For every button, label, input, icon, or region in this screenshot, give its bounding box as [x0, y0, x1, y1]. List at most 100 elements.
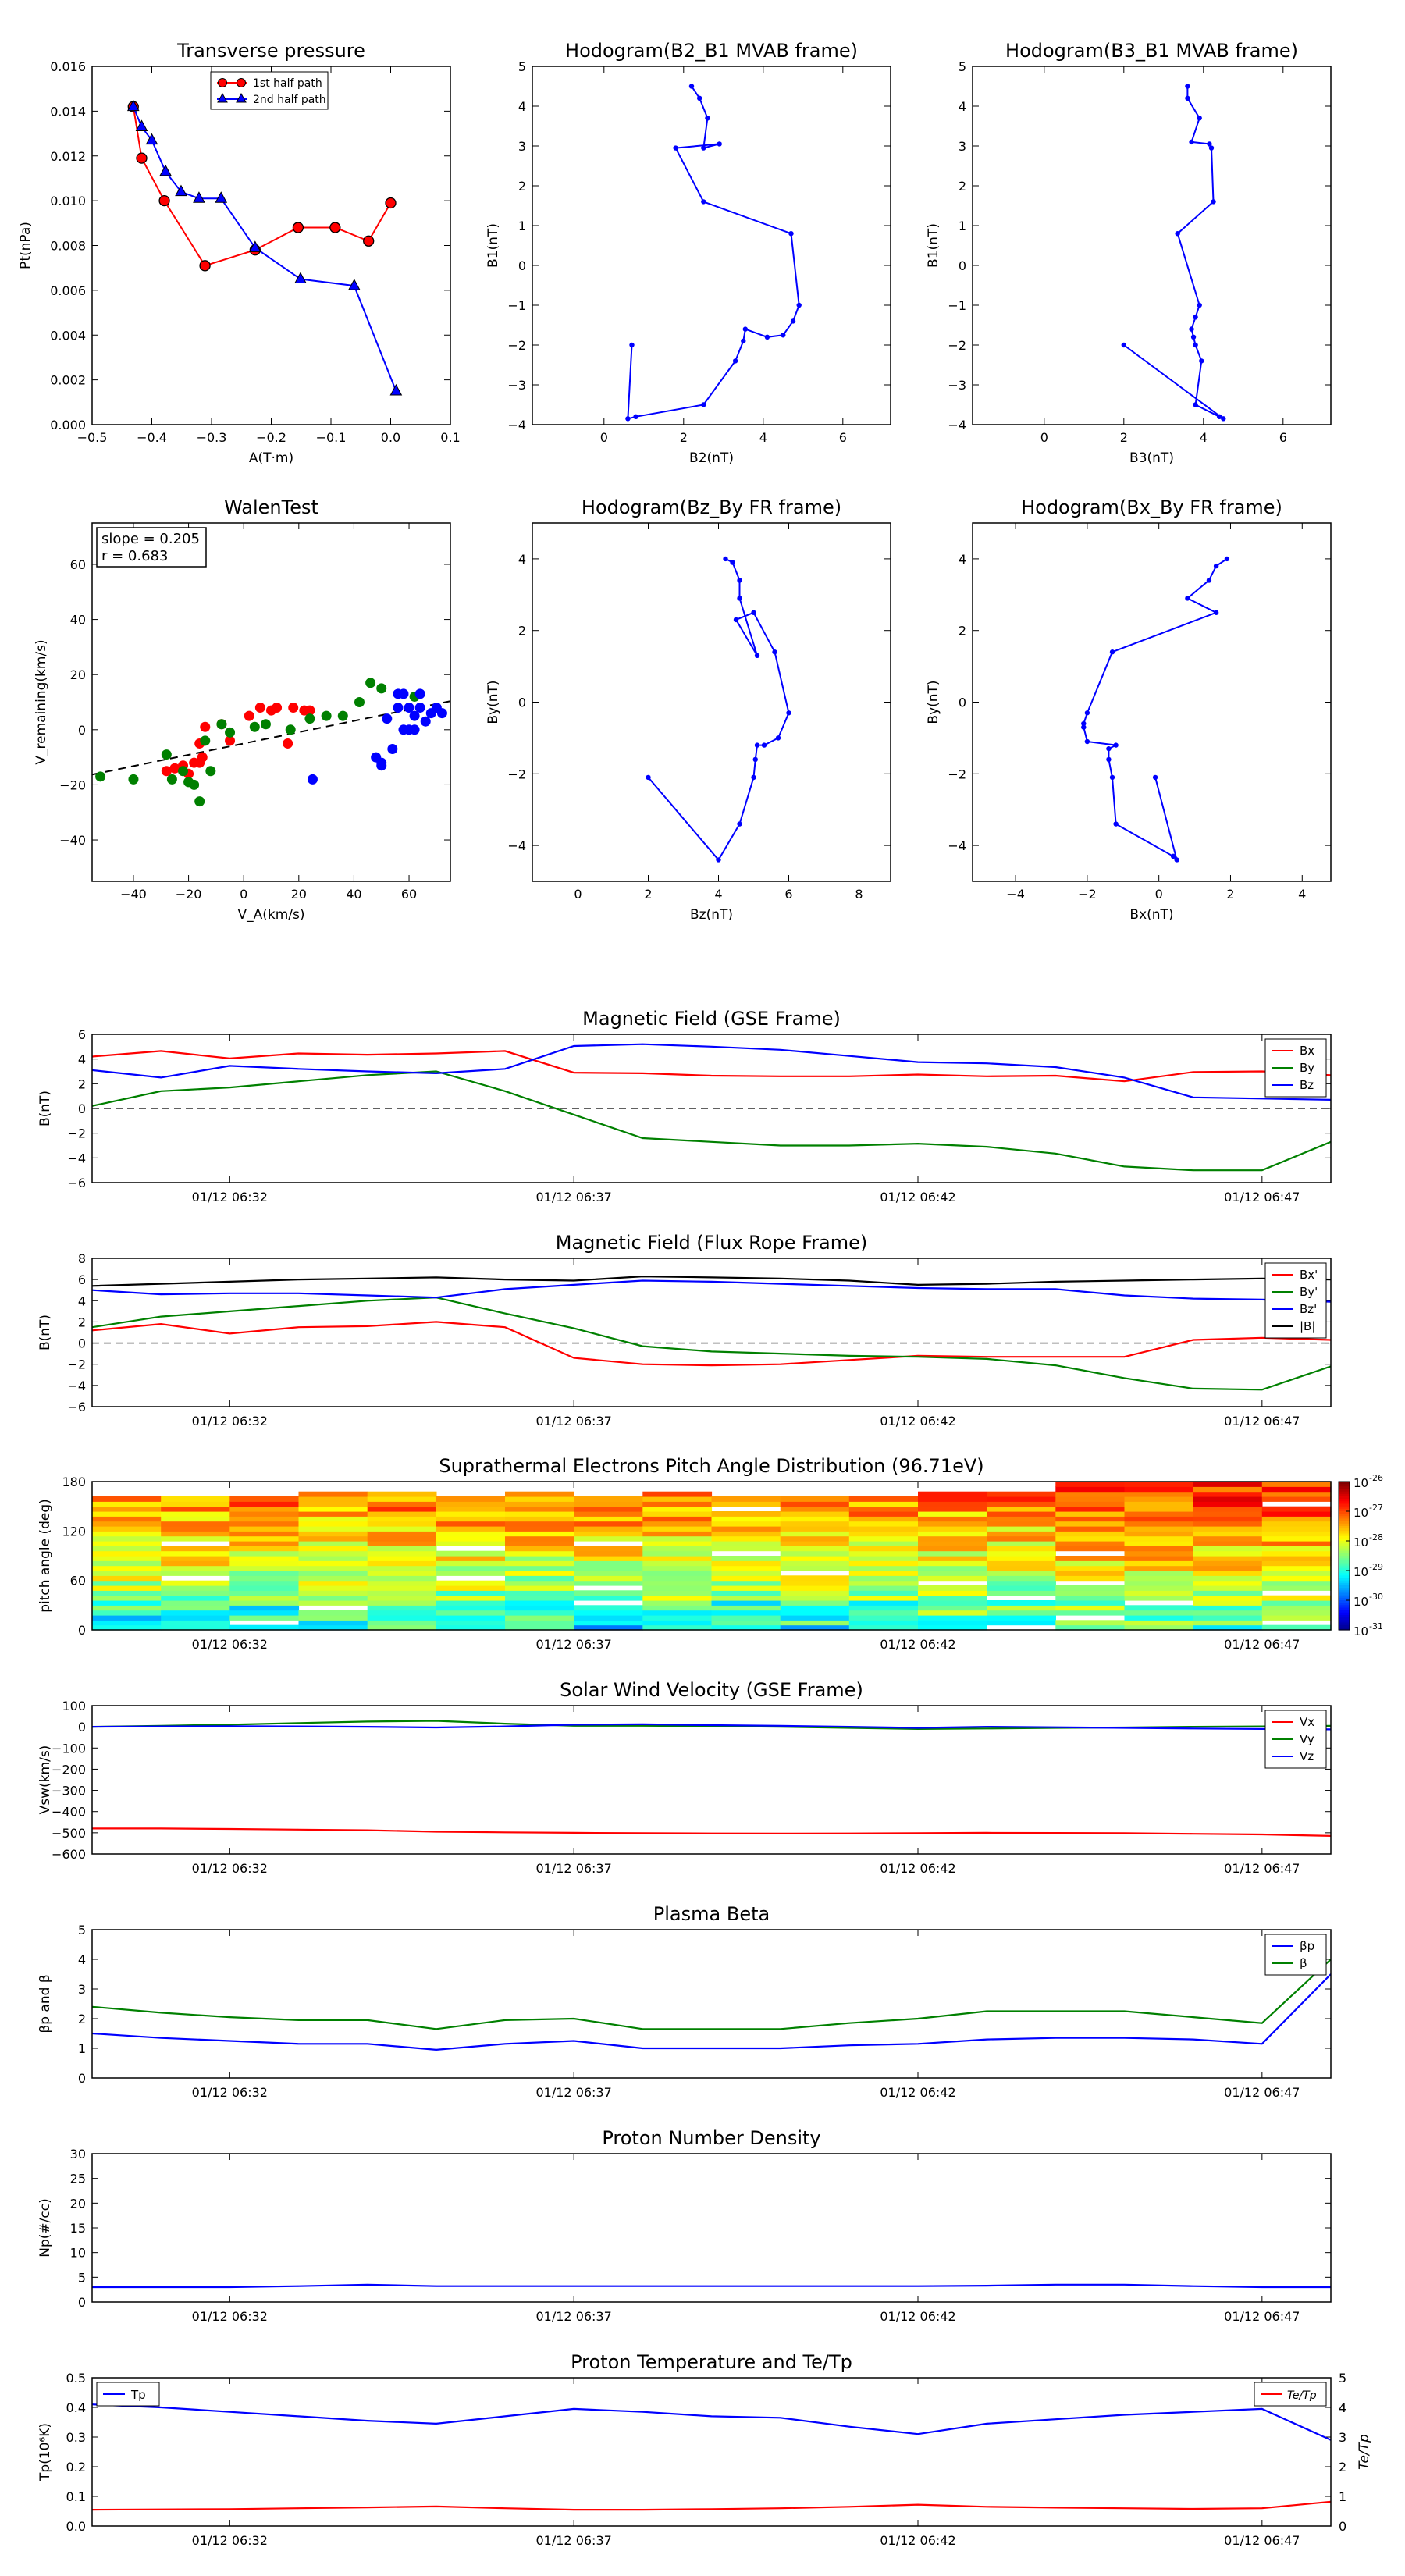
heatmap-cell [436, 1511, 506, 1517]
heatmap-cell [161, 1501, 230, 1507]
hodogram-line [647, 558, 790, 862]
colorbar-step [1339, 1518, 1350, 1522]
chart-h4: Hodogram(Bx_By FR frame) −4 −2 0 2 4 −4 −2 0 2 4 Bx… [926, 496, 1332, 923]
x-tick-label: 01/12 06:42 [880, 2533, 955, 2548]
heatmap-cell [1124, 1482, 1194, 1487]
x-tick-label: 60 [401, 887, 417, 902]
heatmap-cell [1124, 1624, 1194, 1631]
data-point [688, 84, 695, 89]
heatmap-cell [987, 1580, 1056, 1586]
heatmap-cell [848, 1516, 919, 1522]
y-tick-label: −2 [507, 767, 526, 781]
heatmap-cell [987, 1491, 1056, 1497]
colorbar-step [1339, 1499, 1350, 1502]
heatmap-cell [367, 1565, 437, 1571]
legend-label: βp [1300, 1939, 1314, 1953]
y-tick-label: 0 [78, 2071, 86, 2086]
chart-title: Solar Wind Velocity (GSE Frame) [560, 1679, 863, 1701]
colorbar-step [1339, 1573, 1350, 1576]
colorbar-step [1339, 1567, 1350, 1571]
heatmap-cell [642, 1571, 713, 1576]
data-point [283, 738, 293, 749]
heatmap-cell [92, 1535, 162, 1542]
heatmap-cell [161, 1571, 230, 1576]
data-point [752, 756, 758, 763]
heatmap-cell [574, 1610, 643, 1616]
y-axis-label: Vsw(km/s) [37, 1745, 53, 1815]
data-point [737, 821, 742, 827]
data-point [404, 703, 414, 713]
heatmap-cell [918, 1535, 987, 1542]
heatmap-cell [1055, 1605, 1126, 1611]
heatmap-cell [161, 1516, 230, 1522]
heatmap-cell [367, 1491, 437, 1497]
data-point [169, 763, 180, 774]
plot-frame [532, 522, 891, 882]
heatmap-cell [1261, 1585, 1332, 1591]
heatmap-cell [1055, 1491, 1126, 1497]
heatmap-cell [848, 1541, 919, 1546]
heatmap-cell [229, 1575, 300, 1582]
heatmap-cell [436, 1615, 506, 1621]
heatmap-cell [505, 1535, 574, 1542]
heatmap-cell [161, 1511, 230, 1517]
colorbar-step [1339, 1553, 1350, 1557]
colorbar-step [1339, 1521, 1350, 1525]
heatmap-cell [1124, 1580, 1194, 1586]
data-point [307, 774, 318, 785]
heatmap-cell [1124, 1506, 1194, 1512]
heatmap-cell [1193, 1496, 1263, 1502]
x-tick-label: 0.0 [381, 430, 400, 445]
y-tick-label: 2 [959, 624, 966, 639]
data-point [633, 414, 638, 419]
x-tick-label: −0.3 [197, 430, 227, 445]
heatmap-cell [780, 1546, 850, 1552]
heatmap-cell [1055, 1590, 1126, 1596]
heatmap-cell [848, 1585, 919, 1591]
heatmap-cell [1261, 1605, 1332, 1611]
heatmap-cell [367, 1501, 437, 1507]
colorbar-step [1339, 1526, 1350, 1529]
legend-label: Bz [1300, 1078, 1314, 1092]
heatmap-cell [1193, 1521, 1263, 1527]
heatmap-cell [848, 1595, 919, 1601]
y-tick-label: −400 [52, 1805, 86, 1820]
data-point [178, 766, 189, 777]
y-tick-label: 25 [70, 2172, 86, 2186]
colorbar-step [1339, 1565, 1350, 1569]
heatmap-cell [298, 1531, 368, 1537]
heatmap-cell [1055, 1521, 1126, 1527]
data-point [790, 318, 796, 324]
y-tick-label: 6 [78, 1027, 86, 1042]
heatmap-cell [505, 1541, 574, 1546]
data-point [135, 119, 148, 131]
data-point [701, 199, 706, 205]
heatmap-cell [711, 1571, 781, 1576]
y-tick-label: 20 [70, 2196, 86, 2211]
heatmap-cell [780, 1575, 850, 1582]
heatmap-cell [1055, 1624, 1126, 1631]
heatmap-cell [1261, 1541, 1332, 1546]
heatmap-cell [298, 1556, 368, 1561]
heatmap-cell [298, 1590, 368, 1596]
colorbar-step [1339, 1563, 1350, 1567]
y-right-tick-label: 1 [1339, 2489, 1346, 2504]
heatmap-cell [1261, 1556, 1332, 1561]
data-point [1106, 745, 1112, 752]
data-point [382, 713, 393, 724]
heatmap-cell [780, 1590, 850, 1596]
x-tick-label: 01/12 06:42 [880, 2309, 955, 2324]
heatmap-cell [436, 1521, 506, 1527]
heatmap-cell [918, 1541, 987, 1546]
heatmap-cell [1124, 1571, 1194, 1576]
heatmap-cell [987, 1535, 1056, 1542]
hodogram-line [627, 85, 800, 420]
heatmap-cell [367, 1496, 437, 1502]
data-point [136, 152, 148, 164]
annotation-box [96, 527, 207, 568]
heatmap-cell [505, 1610, 574, 1616]
heatmap-cell [1124, 1501, 1194, 1507]
legend-right: Te/Tp [1254, 2382, 1327, 2407]
heatmap-cell [711, 1565, 781, 1571]
y-tick-label: 2 [518, 624, 526, 639]
